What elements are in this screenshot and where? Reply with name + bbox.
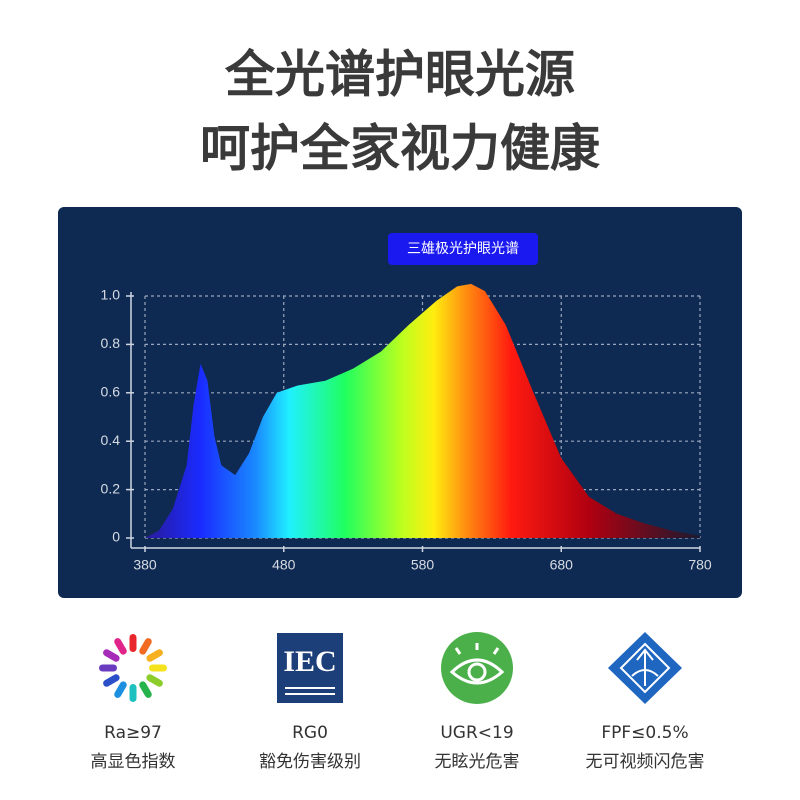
wheel-petal (129, 684, 137, 702)
color-wheel-icon (99, 634, 167, 702)
eye-icon (441, 632, 513, 704)
y-tick-label: 1.0 (101, 287, 121, 303)
wheel-petal (146, 649, 163, 662)
title-line: 呵护全家视力健康 (200, 120, 600, 178)
wheel-petal (114, 638, 127, 655)
eye-pupil (467, 662, 487, 682)
fpf-inner (619, 642, 671, 694)
y-tick-label: 0.6 (101, 384, 121, 400)
wheel-petal (149, 664, 167, 672)
feature-label: FPF≤0.5% (601, 723, 688, 743)
feature-label: RG0 (292, 723, 328, 743)
wheel-petal (103, 674, 120, 687)
wheel-petal (139, 638, 152, 655)
legend-label: 三雄极光护眼光谱 (407, 241, 519, 257)
eye-lashes (454, 643, 500, 655)
feature-label: Ra≥97 (104, 723, 162, 743)
spectrum-area (145, 283, 700, 538)
iec-icon (277, 633, 343, 703)
y-tick-label: 0.2 (101, 480, 121, 496)
wheel-petal (146, 674, 163, 687)
feature-label: UGR<19 (440, 723, 513, 743)
feature-desc: 高显色指数 (91, 752, 176, 772)
x-tick-label: 680 (550, 557, 574, 573)
y-tick-label: 0.4 (101, 432, 121, 448)
feature-desc: 无眩光危害 (435, 752, 520, 772)
x-tick-label: 580 (411, 557, 435, 573)
feature-desc: 无可视频闪危害 (586, 752, 705, 772)
x-tick-label: 480 (272, 557, 296, 573)
wheel-petal (99, 664, 117, 672)
legend-badge (388, 233, 538, 265)
wheel-petal (139, 681, 152, 698)
x-tick-label: 380 (133, 557, 157, 573)
y-tick-label: 0 (112, 529, 120, 545)
y-tick-label: 0.8 (101, 335, 121, 351)
wheel-petal (129, 634, 137, 652)
title-line: 全光谱护眼光源 (224, 46, 575, 104)
x-tick-label: 780 (688, 557, 712, 573)
feature-desc: 豁免伤害级别 (259, 752, 361, 772)
features: Ra≥97 高显色指数 RG0 豁免伤害级别 UGR<19 无眩光危害 FPF≤0.5% 无可… (91, 723, 705, 772)
iec-text: IEC (283, 645, 336, 678)
fpf-symbol (631, 648, 659, 686)
eye-shape (449, 658, 505, 685)
plot: 0 0.2 0.4 0.6 0.8 1.0 380 480 580 680 780 (101, 283, 712, 573)
wheel-petal (103, 649, 120, 662)
wheel-petal (114, 681, 127, 698)
